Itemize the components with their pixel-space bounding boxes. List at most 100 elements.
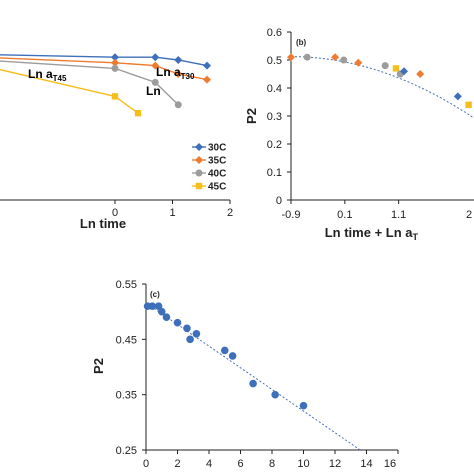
panel-c-point-12 xyxy=(271,390,279,399)
panel-b-x-label: Ln time + Ln aT xyxy=(325,225,419,242)
panel-c-y-tick-label-3: 0.55 xyxy=(116,279,137,291)
panel-a-point-30C-4 xyxy=(203,61,211,70)
panel-c-y-label: P2 xyxy=(91,358,106,374)
panel-c-trend-line xyxy=(150,305,361,451)
panel-c-x-tick-label-1: 2 xyxy=(174,458,180,470)
panel-c-y-tick-label-1: 0.35 xyxy=(116,390,137,402)
panel-a-point-40C-3 xyxy=(174,101,182,109)
panel-c-y-tick-label-0: 0.25 xyxy=(116,445,137,457)
panel-a-x-tick-label-1: 1 xyxy=(169,207,175,219)
panel-c-point-1 xyxy=(148,302,157,310)
panel-a-point-30C-1 xyxy=(111,53,119,62)
panel-c-y-tick-label-2: 0.45 xyxy=(116,334,137,346)
panel-b-point-4 xyxy=(354,58,363,67)
annotation-ln-at45-sub: T45 xyxy=(53,74,67,83)
panel-c-point-8 xyxy=(192,330,201,338)
panel-b-x-tick-label-2: 1.1 xyxy=(391,209,406,221)
panel-c: 0.25 0.35 0.45 0.55 0 2 4 6 8 10 12 14 16 (c) P2 xyxy=(91,279,399,470)
panel-b-y-tick-label-3: 0.3 xyxy=(267,111,282,123)
panel-c-points xyxy=(143,302,308,410)
panel-a-x-tick-label-0: 0 xyxy=(112,207,118,219)
panel-a-point-40C-1 xyxy=(111,64,119,72)
annotation-ln-at45: Ln aT45 xyxy=(28,67,67,83)
annotation-ln-at45-base: Ln a xyxy=(28,67,53,81)
panel-c-x-tick-label-8: 16 xyxy=(384,458,396,470)
panel-b-y-tick-label-6: 0.6 xyxy=(267,27,282,39)
panel-c-ticks: 0.25 0.35 0.45 0.55 0 2 4 6 8 10 12 14 16 xyxy=(116,279,399,470)
legend-marker-45C xyxy=(195,182,203,190)
legend-label-45C: 45C xyxy=(208,182,226,193)
panel-c-point-4 xyxy=(162,313,171,322)
panel-c-point-7 xyxy=(186,335,194,344)
panel-b-label: (b) xyxy=(296,38,307,47)
panel-b-trend-line xyxy=(290,56,474,119)
panel-a-point-40C-2 xyxy=(151,78,159,86)
panel-a-line-40C xyxy=(0,60,179,106)
panel-b: 0 0.1 0.2 0.3 0.4 0.5 0.6 -0.9 0.1 1.1 2 (b) P2 Ln… xyxy=(244,27,474,242)
panel-c-x-tick-label-4: 8 xyxy=(269,458,275,470)
legend-marker-30C xyxy=(195,143,203,151)
annotation-ln-grey: Ln xyxy=(146,84,161,98)
annotation-ln-at30-base: Ln a xyxy=(156,65,181,79)
panel-c-label: (c) xyxy=(150,290,160,299)
panel-b-x-label-base: Ln time + Ln a xyxy=(325,225,414,240)
panel-c-x-tick-label-7: 14 xyxy=(360,458,372,470)
panel-b-x-tick-label-1: 0.1 xyxy=(337,209,352,221)
panel-b-point-5 xyxy=(381,62,389,70)
panel-a-point-45C-1 xyxy=(111,93,119,100)
panel-b-x-tick-label-0: -0.9 xyxy=(282,209,301,221)
panel-c-point-3 xyxy=(157,307,166,316)
panel-c-x-tick-label-5: 10 xyxy=(297,458,309,470)
panel-a-x-tick-label-2: 2 xyxy=(227,207,233,219)
panel-c-x-tick-label-2: 4 xyxy=(206,458,212,470)
annotation-ln-at30: Ln aT30 xyxy=(156,65,195,81)
panel-b-x-label-sub: T xyxy=(413,232,419,242)
panel-a-legend: 30C 35C 40C 45C xyxy=(192,143,226,193)
panel-b-x-tick-label-edge: 2 xyxy=(466,209,472,221)
legend-label-30C: 30C xyxy=(208,143,226,154)
panel-b-point-11 xyxy=(465,101,472,108)
legend-marker-40C xyxy=(195,169,203,177)
annotation-ln-at30-sub: T30 xyxy=(181,72,195,81)
panel-b-point-8 xyxy=(400,67,409,76)
panel-b-point-9 xyxy=(416,70,425,78)
panel-b-y-tick-label-1: 0.1 xyxy=(267,167,282,179)
panel-c-point-2 xyxy=(154,302,163,310)
panel-c-x-tick-label-0: 0 xyxy=(143,458,149,470)
panel-b-y-tick-label-0: 0 xyxy=(276,195,282,207)
panel-b-y-label: P2 xyxy=(244,108,259,124)
panel-c-point-10 xyxy=(228,352,237,360)
panel-b-point-3 xyxy=(340,56,348,64)
panel-b-point-1 xyxy=(303,53,311,61)
panel-b-points xyxy=(287,53,472,108)
panel-b-point-2 xyxy=(331,53,340,62)
panel-b-y-tick-label-5: 0.5 xyxy=(267,55,282,67)
panel-c-point-5 xyxy=(173,318,182,327)
panel-b-point-6 xyxy=(392,65,400,72)
legend-label-40C: 40C xyxy=(208,169,226,180)
panel-a-point-35C-1 xyxy=(111,58,119,67)
panel-b-y-tick-label-2: 0.2 xyxy=(267,139,282,151)
panel-b-y-tick-label-4: 0.4 xyxy=(267,83,282,95)
panel-c-point-13 xyxy=(299,401,308,410)
panel-c-x-tick-label-6: 12 xyxy=(329,458,341,470)
panel-a-x-label: Ln time xyxy=(80,216,126,231)
legend-marker-35C xyxy=(195,156,203,164)
panel-c-x-tick-label-3: 6 xyxy=(237,458,243,470)
panel-a-point-30C-2 xyxy=(151,53,160,62)
panel-b-point-10 xyxy=(453,92,462,101)
panel-c-point-9 xyxy=(220,346,229,355)
panel-a-line-45C xyxy=(0,68,139,114)
panel-a-point-35C-4 xyxy=(203,75,211,84)
legend-label-35C: 35C xyxy=(208,156,226,167)
panel-c-point-6 xyxy=(183,324,191,333)
panel-c-point-11 xyxy=(249,379,257,388)
panel-a-point-45C-2 xyxy=(134,110,142,117)
panel-b-ticks: 0 0.1 0.2 0.3 0.4 0.5 0.6 -0.9 0.1 1.1 2 xyxy=(267,27,472,221)
panel-a-point-35C-2 xyxy=(151,61,160,70)
panel-a-point-35C-3 xyxy=(174,70,183,78)
panel-a-x-ticks: 0 1 2 xyxy=(112,200,233,219)
panel-a-series xyxy=(0,53,211,117)
